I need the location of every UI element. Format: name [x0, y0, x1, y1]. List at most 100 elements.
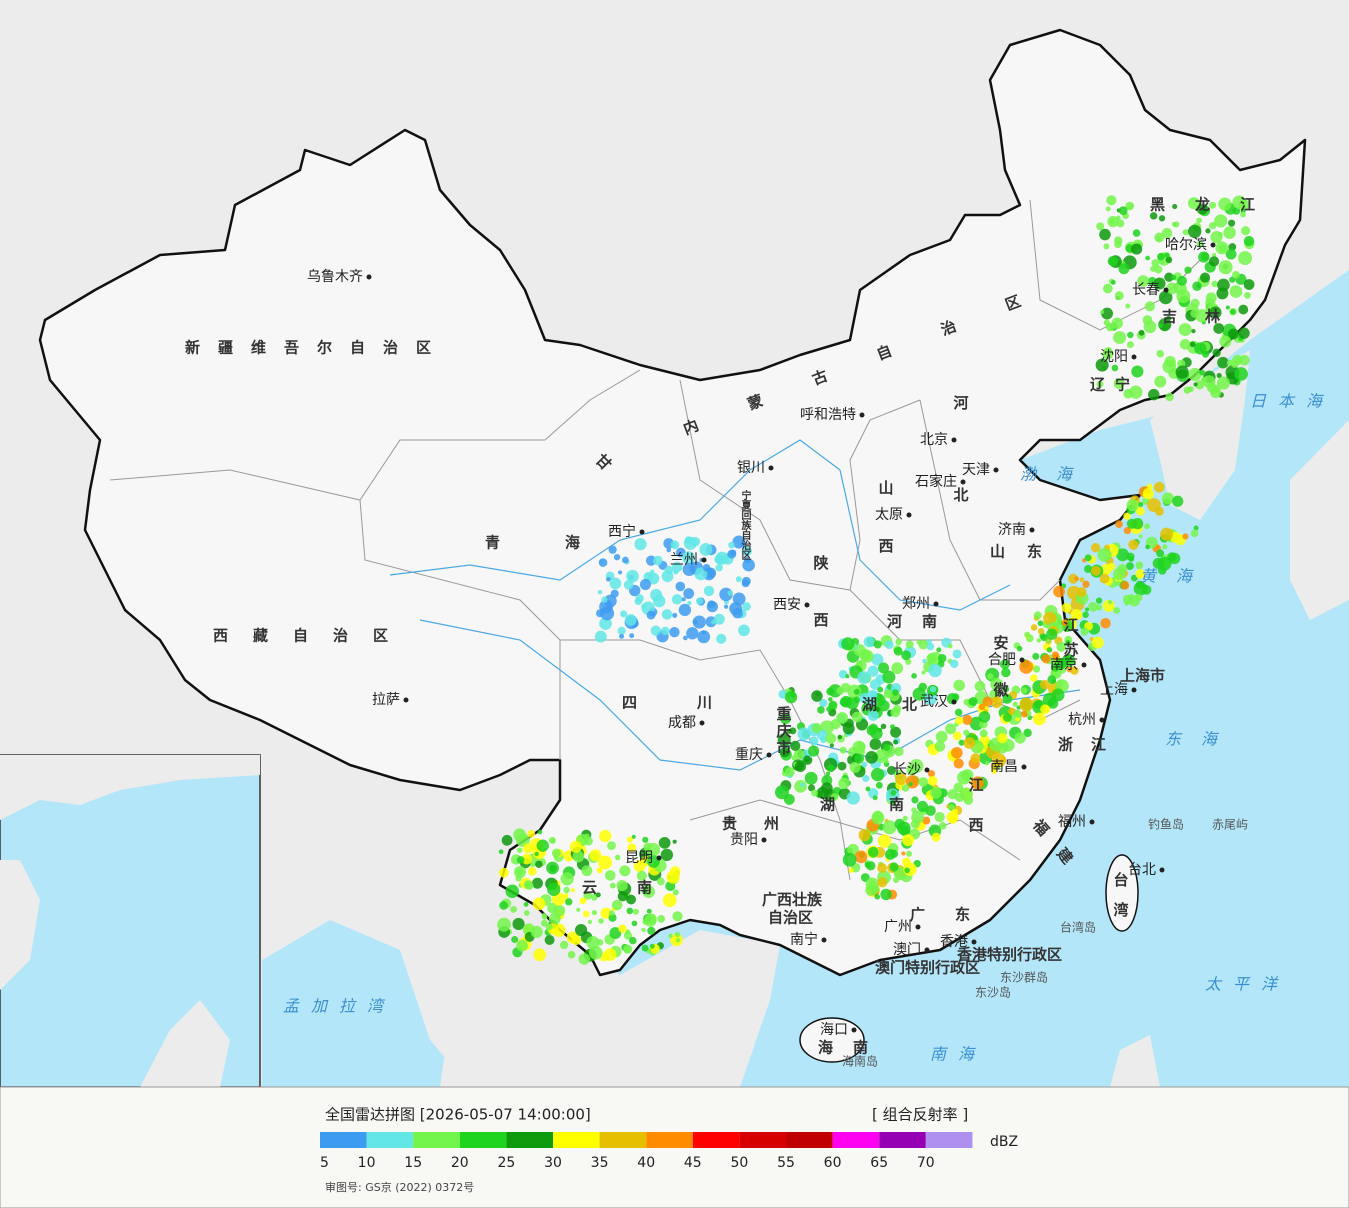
radar-echo: [1165, 392, 1174, 402]
radar-echo: [728, 541, 735, 549]
radar-echo: [631, 834, 636, 839]
radar-echo: [1225, 305, 1230, 310]
radar-echo: [671, 594, 683, 605]
province-label: 江西: [967, 776, 985, 857]
approval-number: 审图号: GS京 (2022) 0372号: [325, 1180, 474, 1194]
radar-echo: [790, 740, 801, 751]
radar-echo: [658, 837, 671, 849]
radar-echo: [1225, 248, 1237, 260]
radar-echo: [1019, 697, 1034, 712]
radar-echo: [922, 816, 931, 825]
radar-echo: [669, 627, 680, 638]
province-label: 广东: [910, 906, 1000, 924]
radar-echo: [531, 877, 543, 889]
radar-echo: [681, 597, 686, 602]
radar-echo: [853, 696, 861, 704]
radar-echo: [954, 708, 963, 717]
radar-echo: [889, 724, 895, 730]
radar-echo: [893, 739, 899, 745]
radar-echo: [498, 849, 504, 855]
radar-echo: [1097, 547, 1112, 562]
radar-echo: [690, 536, 701, 547]
radar-echo: [939, 822, 947, 830]
radar-echo: [1205, 228, 1211, 234]
radar-echo: [1206, 382, 1217, 393]
radar-echo: [1218, 260, 1233, 275]
radar-echo: [644, 914, 657, 927]
legend-tick-label: 20: [451, 1155, 469, 1171]
radar-echo: [929, 685, 937, 693]
radar-echo: [978, 711, 991, 723]
label: 武汉: [920, 694, 948, 710]
radar-echo: [882, 820, 897, 835]
radar-echo: [912, 687, 926, 701]
city-dot: [1163, 287, 1169, 293]
radar-echo: [1033, 611, 1042, 620]
radar-echo: [905, 640, 914, 649]
province-label: 黑龙江: [1150, 196, 1285, 214]
radar-echo: [1051, 651, 1060, 659]
radar-echo: [883, 689, 893, 699]
radar-echo: [1156, 237, 1161, 242]
radar-echo: [970, 776, 985, 790]
japan: [1290, 420, 1349, 620]
radar-echo: [591, 909, 597, 916]
radar-echo: [901, 784, 910, 792]
radar-echo: [727, 590, 734, 596]
radar-echo: [627, 843, 637, 853]
radar-echo: [1182, 229, 1189, 236]
legend-tick-label: 15: [404, 1155, 422, 1171]
radar-echo: [1046, 647, 1053, 653]
radar-echo: [530, 925, 543, 938]
radar-echo: [1084, 607, 1090, 612]
radar-echo: [624, 614, 637, 626]
radar-echo: [963, 729, 970, 736]
city-dot: [1029, 527, 1035, 533]
radar-echo: [1209, 221, 1217, 230]
radar-echo: [515, 875, 522, 882]
label: 澳门: [893, 942, 921, 958]
radar-echo: [610, 589, 619, 598]
radar-echo: [1191, 328, 1196, 334]
radar-echo: [951, 746, 963, 759]
radar-echo: [1043, 611, 1057, 626]
radar-echo: [887, 765, 897, 775]
radar-echo: [1228, 219, 1236, 227]
label: 西安: [773, 597, 801, 613]
radar-echo: [572, 850, 585, 863]
radar-echo: [650, 588, 663, 601]
radar-echo: [597, 589, 603, 595]
radar-echo: [1114, 291, 1124, 301]
label: 重庆: [735, 747, 763, 763]
label: 呼和浩特: [800, 407, 856, 423]
radar-echo: [1106, 195, 1117, 206]
radar-echo: [547, 882, 561, 896]
radar-echo: [1020, 687, 1028, 694]
radar-echo: [878, 662, 890, 674]
radar-echo: [619, 633, 625, 639]
radar-echo: [1100, 618, 1111, 629]
radar-echo: [853, 688, 860, 695]
radar-echo: [1137, 501, 1144, 508]
radar-echo: [1110, 280, 1116, 285]
province-label: 四川: [622, 694, 772, 712]
radar-echo: [951, 808, 959, 816]
radar-echo: [516, 939, 528, 952]
label: 南海: [930, 1045, 986, 1064]
radar-echo: [641, 927, 646, 933]
radar-echo: [794, 780, 807, 793]
radar-echo: [865, 751, 878, 764]
radar-echo: [716, 633, 727, 644]
radar-echo: [741, 546, 752, 557]
city-dot: [768, 465, 774, 471]
radar-echo: [1228, 328, 1239, 340]
radar-echo: [1036, 638, 1042, 643]
radar-echo: [686, 627, 699, 640]
radar-echo: [884, 849, 896, 860]
radar-echo: [1070, 666, 1079, 675]
radar-echo: [527, 866, 537, 876]
radar-echo: [875, 781, 883, 789]
radar-echo: [789, 691, 796, 698]
radar-echo: [853, 753, 865, 764]
radar-echo: [618, 924, 627, 933]
